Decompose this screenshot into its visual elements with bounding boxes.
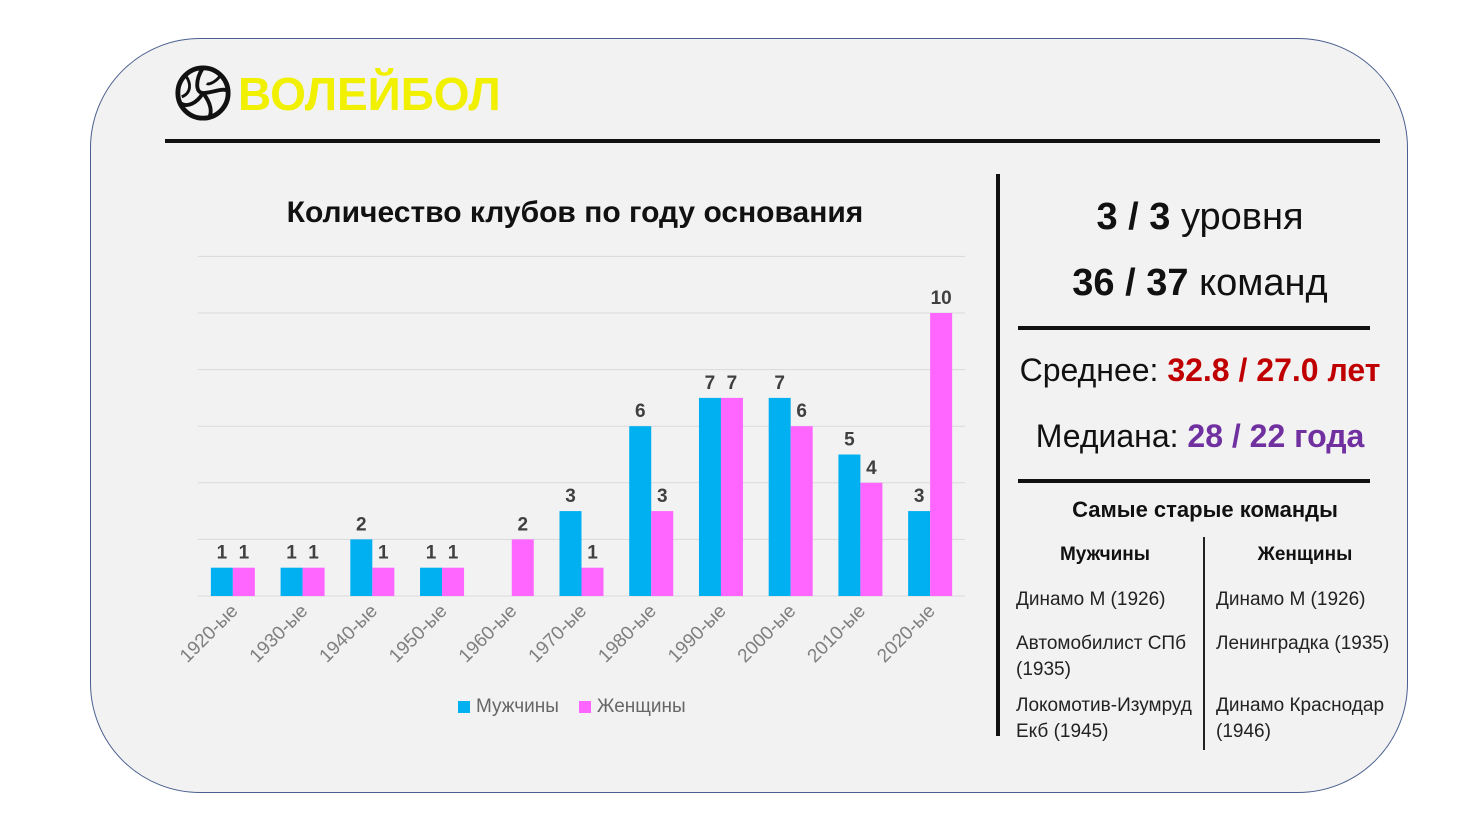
x-tick-label: 1940-ые	[316, 601, 382, 667]
data-label: 10	[931, 288, 952, 309]
bar-men	[210, 567, 233, 596]
data-label: 7	[705, 373, 716, 394]
bar-women	[372, 567, 395, 596]
bar-men	[838, 454, 861, 596]
bar-women	[930, 313, 953, 596]
data-label: 1	[448, 543, 459, 564]
bar-women	[860, 482, 883, 596]
volleyball-icon	[175, 65, 231, 121]
data-label: 3	[565, 486, 576, 507]
data-label: 6	[796, 401, 807, 422]
x-tick-label: 1970-ые	[525, 601, 591, 667]
levels-stat: 3 / 3 уровня	[1005, 196, 1395, 239]
bar-women	[232, 567, 255, 596]
bar-women	[720, 397, 743, 596]
data-label: 1	[217, 543, 228, 564]
chart-legend: Мужчины Женщины	[458, 696, 686, 718]
x-tick-label: 2000-ые	[734, 601, 800, 667]
men-team-3: Локомотив-Изумруд Екб (1945)	[1016, 695, 1192, 742]
data-label: 1	[308, 543, 319, 564]
data-label: 2	[356, 514, 367, 535]
legend-swatch-women	[578, 701, 591, 713]
legend-label-men: Мужчины	[476, 696, 559, 717]
men-team-2: Автомобилист СПб (1935)	[1016, 633, 1186, 680]
x-tick-label: 1920-ые	[176, 601, 242, 667]
stats-divider-1	[1018, 326, 1370, 330]
bar-men	[559, 511, 582, 596]
mean-value: 32.8 / 27.0 лет	[1167, 352, 1381, 388]
legend-item-men: Мужчины	[458, 696, 559, 718]
columns-divider	[1203, 537, 1205, 750]
bar-women	[651, 511, 674, 596]
x-tick-label: 1960-ые	[455, 601, 521, 667]
oldest-teams-title: Самые старые команды	[1072, 497, 1338, 522]
women-team-1: Динамо М (1926)	[1216, 589, 1366, 610]
x-tick-label: 2010-ые	[804, 601, 870, 667]
data-label: 2	[517, 514, 528, 535]
bar-men	[420, 567, 443, 596]
bar-men	[629, 426, 652, 596]
data-label: 4	[866, 458, 877, 479]
teams-label: команд	[1188, 262, 1328, 304]
bar-men	[768, 397, 791, 596]
median-stat: Медиана: 28 / 22 года	[1005, 418, 1395, 455]
data-label: 6	[635, 401, 646, 422]
men-team-1: Динамо М (1926)	[1016, 589, 1166, 610]
data-label: 1	[587, 543, 598, 564]
data-label: 1	[426, 543, 437, 564]
legend-item-women: Женщины	[578, 696, 686, 718]
women-column-header: Женщины	[1257, 544, 1353, 565]
bar-women	[581, 567, 604, 596]
data-label: 1	[239, 543, 250, 564]
bar-women	[511, 539, 534, 596]
x-tick-label: 1930-ые	[246, 601, 312, 667]
women-team-3: Динамо Краснодар (1946)	[1216, 695, 1385, 742]
median-value: 28 / 22 года	[1187, 418, 1365, 454]
data-label: 1	[286, 543, 297, 564]
bar-men	[350, 539, 373, 596]
legend-swatch-men	[458, 701, 470, 713]
bar-men	[908, 511, 931, 596]
vertical-divider	[996, 174, 1000, 736]
data-label: 1	[378, 543, 389, 564]
men-column-header: Мужчины	[1059, 544, 1151, 565]
legend-label-women: Женщины	[596, 696, 686, 717]
teams-stat: 36 / 37 команд	[1005, 262, 1395, 305]
teams-value: 36 / 37	[1072, 262, 1189, 304]
data-label: 7	[727, 373, 738, 394]
levels-value: 3 / 3	[1096, 196, 1171, 238]
bar-women	[442, 567, 465, 596]
x-tick-label: 1980-ые	[594, 601, 660, 667]
bar-women	[302, 567, 325, 596]
data-label: 5	[844, 430, 855, 451]
bar-men	[698, 397, 721, 596]
mean-label: Среднее:	[1019, 352, 1168, 388]
data-label: 3	[914, 486, 925, 507]
bar-women	[790, 426, 813, 596]
content-card	[90, 38, 1408, 793]
stats-divider-2	[1018, 479, 1370, 483]
levels-label: уровня	[1170, 196, 1304, 238]
x-tick-label: 1950-ые	[385, 601, 451, 667]
median-label: Медиана:	[1035, 418, 1188, 454]
x-tick-label: 1990-ые	[664, 601, 730, 667]
mean-stat: Среднее: 32.8 / 27.0 лет	[1005, 352, 1395, 389]
x-tick-label: 2020-ые	[873, 601, 939, 667]
women-team-2: Ленинградка (1935)	[1216, 633, 1390, 654]
page-title: ВОЛЕЙБОЛ	[238, 68, 501, 120]
header-divider	[165, 139, 1380, 143]
chart-title: Количество клубов по году основания	[286, 196, 864, 229]
bar-men	[280, 567, 303, 596]
data-label: 7	[774, 373, 785, 394]
data-label: 3	[657, 486, 668, 507]
